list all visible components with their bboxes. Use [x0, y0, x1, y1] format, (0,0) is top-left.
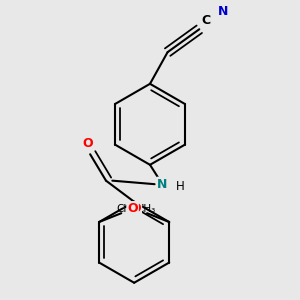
Text: O: O: [130, 202, 141, 215]
Text: C: C: [201, 14, 210, 28]
Text: CH₃: CH₃: [116, 204, 136, 214]
Text: O: O: [82, 137, 93, 150]
Text: N: N: [218, 4, 228, 18]
Text: CH₃: CH₃: [136, 204, 155, 214]
Text: methoxy: methoxy: [120, 207, 126, 208]
Text: N: N: [157, 178, 167, 191]
Text: H: H: [176, 181, 184, 194]
Text: O: O: [127, 202, 138, 215]
